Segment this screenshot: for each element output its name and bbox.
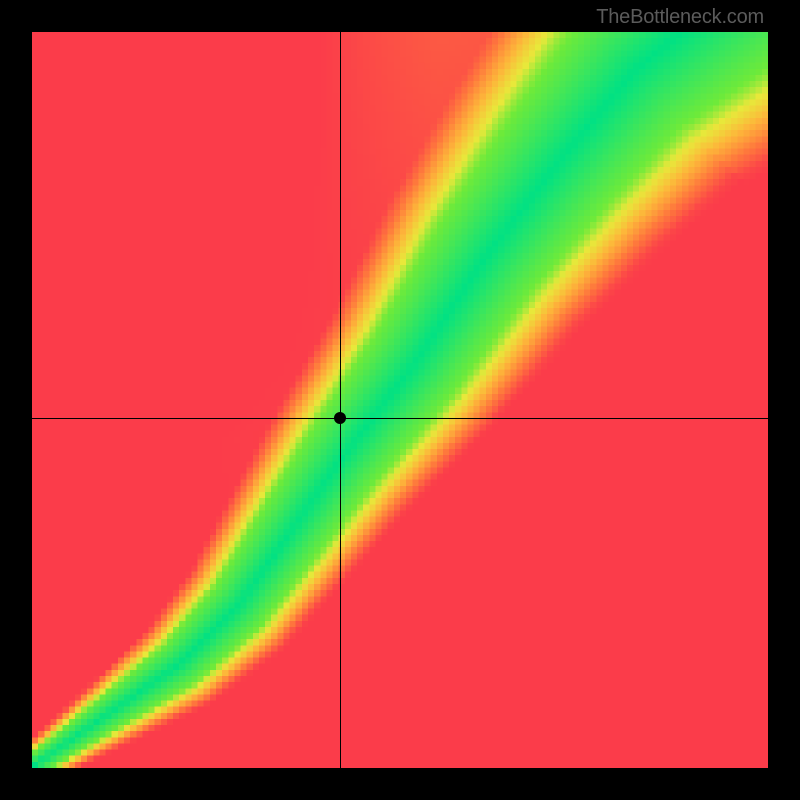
crosshair-vertical-line — [340, 32, 341, 768]
crosshair-marker-dot — [334, 412, 346, 424]
heatmap-plot-area — [32, 32, 768, 768]
watermark-text: TheBottleneck.com — [596, 6, 764, 29]
bottleneck-heatmap-chart: { "watermark": "TheBottleneck.com", "can… — [0, 0, 800, 800]
heatmap-canvas — [32, 32, 768, 768]
crosshair-horizontal-line — [32, 418, 768, 419]
